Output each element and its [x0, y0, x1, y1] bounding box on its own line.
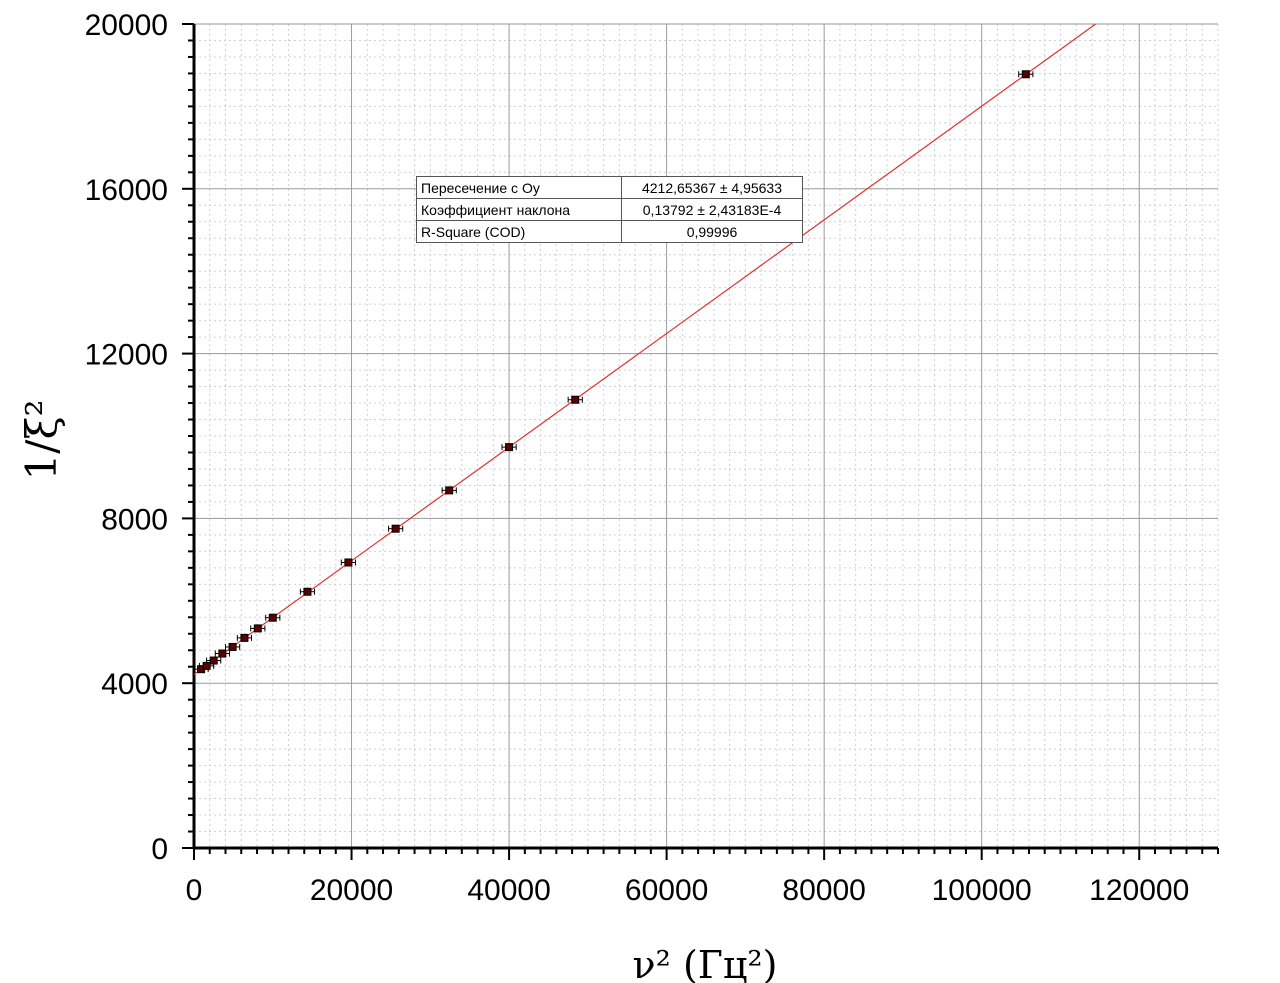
minor-grid — [194, 24, 1219, 848]
data-point — [236, 633, 253, 642]
data-point — [340, 558, 356, 567]
point-marker — [571, 395, 580, 404]
tick-labels: 0 4000 8000 12000 16000 20000 0 20000 40000 60000… — [85, 9, 1190, 907]
data-point — [265, 613, 281, 622]
fit-row-slope: Коэффициент наклона 0,13792 ± 2,43183E-4 — [416, 198, 803, 221]
point-marker — [209, 656, 218, 665]
data-points — [193, 70, 1034, 674]
point-marker — [253, 624, 262, 633]
x-tick-label: 40000 — [467, 874, 550, 907]
fit-label: Коэффициент наклона — [416, 198, 622, 221]
fit-value: 0,13792 ± 2,43183E-4 — [621, 198, 803, 221]
fit-label: Пересечение с Oy — [416, 176, 622, 199]
fit-row-intercept: Пересечение с Oy 4212,65367 ± 4,95633 — [416, 176, 803, 199]
point-marker — [240, 633, 249, 642]
x-tick-label: 0 — [186, 874, 203, 907]
y-tick-label: 0 — [151, 833, 168, 866]
point-marker — [445, 486, 454, 495]
data-point — [501, 443, 517, 452]
y-tick-label: 20000 — [85, 9, 168, 42]
data-point — [250, 624, 266, 633]
data-point — [225, 642, 241, 651]
data-point — [199, 661, 215, 670]
data-point — [206, 656, 222, 665]
fit-value: 0,99996 — [621, 220, 803, 243]
fit-row-r-square: R-Square (COD) 0,99996 — [416, 220, 803, 243]
data-point — [567, 395, 583, 404]
x-tick-label: 60000 — [625, 874, 708, 907]
point-marker — [391, 524, 400, 533]
data-point — [388, 524, 404, 533]
y-axis-title: 1/ξ² — [17, 400, 66, 481]
point-marker — [505, 443, 514, 452]
fit-line-group — [193, 23, 1097, 675]
data-point — [214, 649, 230, 658]
x-axis-title: ν² (Гц²) — [633, 943, 778, 983]
data-point — [299, 587, 316, 596]
y-tick-label: 8000 — [101, 503, 168, 536]
point-marker — [1021, 70, 1030, 79]
point-marker — [268, 613, 277, 622]
fit-line — [193, 23, 1097, 675]
x-tick-label: 100000 — [932, 874, 1032, 907]
axis-ticks — [182, 23, 1219, 860]
major-grid — [194, 23, 1218, 848]
fit-results-table: Пересечение с Oy 4212,65367 ± 4,95633 Ко… — [416, 176, 803, 243]
point-marker — [228, 642, 237, 651]
point-marker — [344, 558, 353, 567]
x-tick-label: 20000 — [310, 874, 393, 907]
fit-label: R-Square (COD) — [416, 220, 622, 243]
x-tick-label: 120000 — [1089, 874, 1189, 907]
y-tick-label: 16000 — [85, 174, 168, 207]
point-marker — [303, 587, 312, 596]
fit-value: 4212,65367 ± 4,95633 — [621, 176, 803, 199]
y-tick-label: 12000 — [85, 339, 168, 372]
data-point — [441, 486, 457, 495]
point-marker — [218, 649, 227, 658]
y-tick-label: 4000 — [101, 668, 168, 701]
x-tick-label: 80000 — [782, 874, 865, 907]
data-point — [1018, 70, 1034, 79]
